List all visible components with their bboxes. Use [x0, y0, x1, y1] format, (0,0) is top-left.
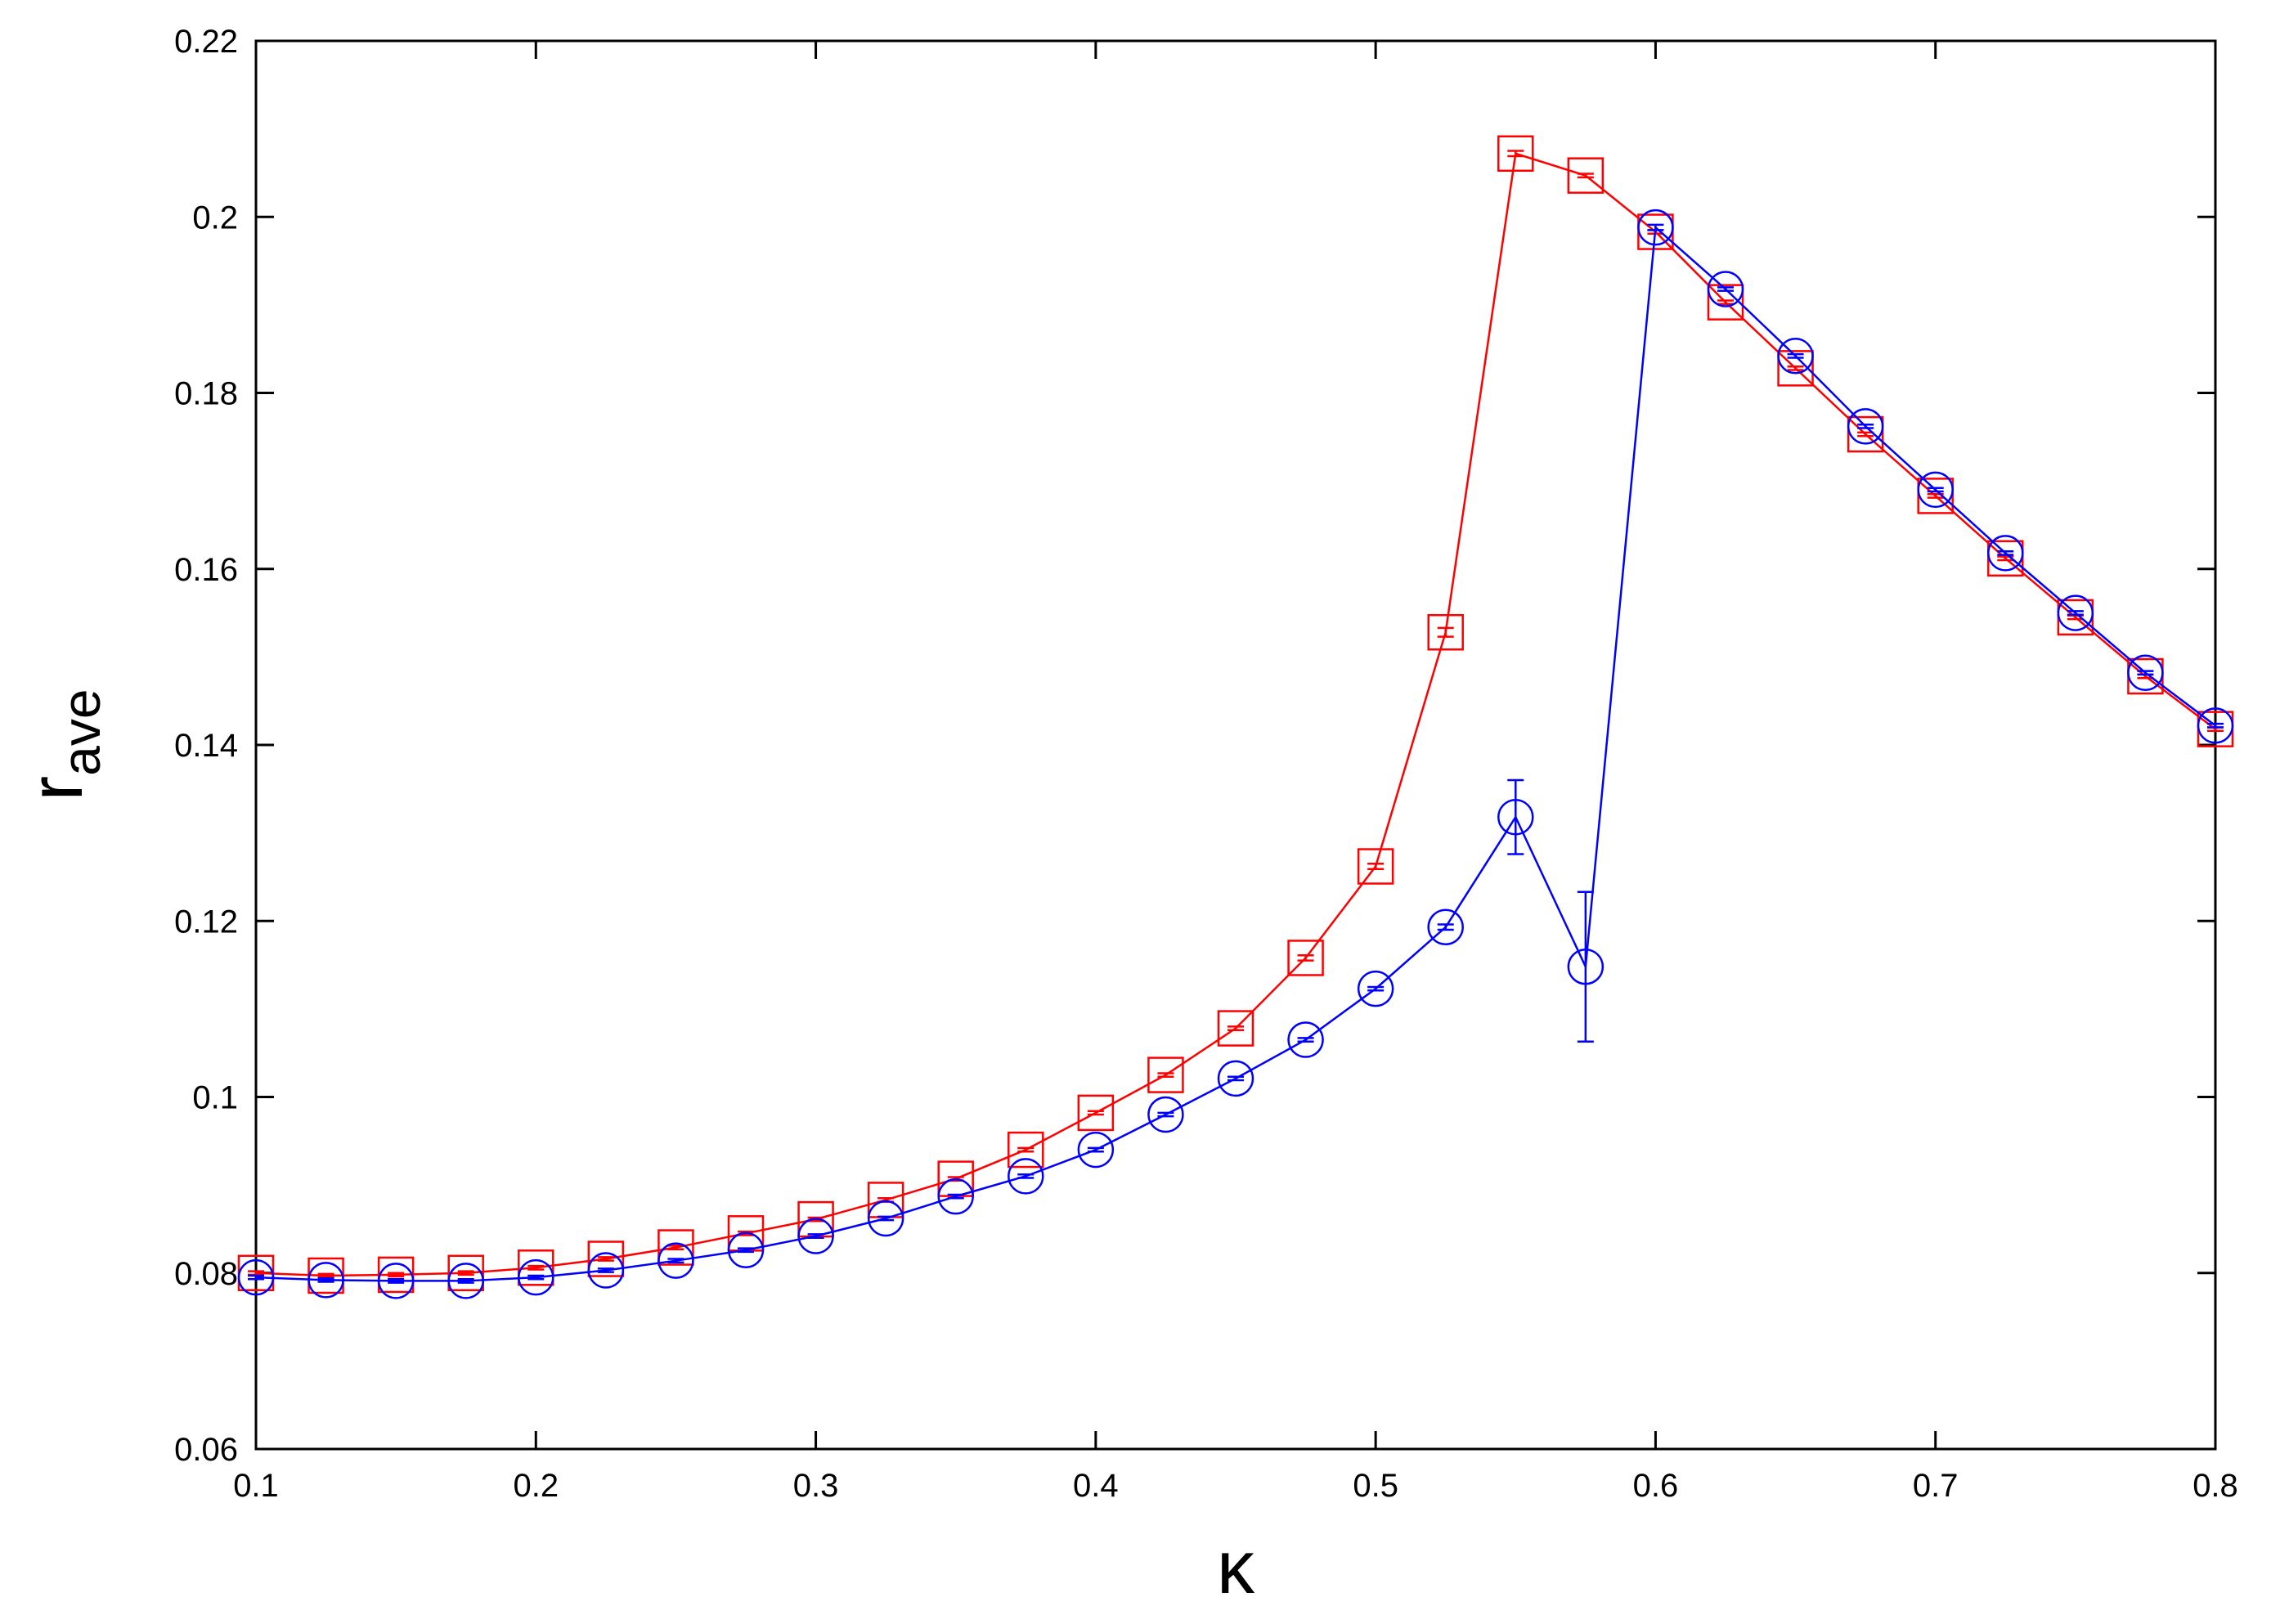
data-point-square — [1427, 613, 1464, 651]
y-axis-title-sub: ave — [51, 689, 111, 775]
x-tick-label: 0.3 — [793, 1468, 839, 1504]
series-layer — [237, 135, 2234, 1299]
y-tick-label: 0.06 — [174, 1432, 238, 1468]
data-point-circle — [937, 1178, 974, 1215]
data-point-circle — [1147, 1096, 1184, 1133]
data-point-circle — [377, 1263, 415, 1299]
y-axis: 0.06 0.08 0.1 0.12 0.14 0.16 0.18 0.2 0.22 — [174, 24, 2215, 1468]
x-tick-label: 0.7 — [1913, 1468, 1959, 1504]
plot-area — [254, 39, 2217, 1451]
y-axis-title: rave — [15, 689, 111, 801]
data-point-circle — [518, 1258, 554, 1296]
data-point-square — [1847, 415, 1884, 453]
data-point-circle — [1077, 1131, 1115, 1169]
data-point-circle — [2057, 594, 2094, 631]
data-point-square — [1707, 284, 1744, 321]
x-axis-title: κ — [1217, 1526, 1255, 1609]
data-point-circle — [307, 1262, 344, 1299]
y-axis-title-main: r — [15, 776, 98, 801]
data-point-circle — [1567, 948, 1605, 985]
y-tick-label: 0.1 — [192, 1080, 238, 1116]
series-square — [237, 135, 2234, 1294]
series-circle — [237, 209, 2234, 1299]
y-tick-label: 0.12 — [174, 904, 238, 940]
data-point-circle — [1987, 535, 2024, 572]
x-tick-label: 0.6 — [1633, 1468, 1679, 1504]
data-point-square — [1917, 478, 1954, 514]
x-tick-label: 0.8 — [2192, 1468, 2238, 1504]
x-tick-label: 0.1 — [233, 1468, 279, 1504]
data-point-circle — [1497, 799, 1534, 836]
x-tick-label: 0.4 — [1073, 1468, 1119, 1504]
data-point-circle — [1777, 338, 1814, 375]
data-point-square — [447, 1254, 484, 1291]
data-point-circle — [447, 1263, 484, 1299]
data-point-circle — [587, 1252, 625, 1289]
series-line — [255, 225, 2216, 1282]
plot-frame — [254, 39, 2217, 1451]
data-point-circle — [658, 1242, 694, 1279]
data-point-square — [1147, 1056, 1184, 1093]
data-point-square — [1077, 1094, 1115, 1132]
y-tick-label: 0.22 — [174, 24, 238, 60]
data-point-circle — [1637, 209, 1674, 246]
data-point-circle — [727, 1231, 765, 1269]
x-axis: 0.1 0.2 0.3 0.4 0.5 0.6 0.7 0.8 — [233, 41, 2238, 1504]
data-point-circle — [1707, 271, 1744, 307]
data-point-circle — [1217, 1060, 1254, 1097]
data-point-square — [658, 1229, 694, 1266]
y-tick-label: 0.08 — [174, 1256, 238, 1292]
data-point-circle — [1427, 908, 1464, 946]
data-point-circle — [867, 1200, 904, 1237]
data-point-square — [518, 1249, 554, 1286]
data-point-circle — [2127, 654, 2164, 691]
data-point-circle — [1917, 471, 1954, 509]
data-point-circle — [237, 1258, 275, 1296]
y-tick-label: 0.2 — [192, 200, 238, 236]
y-tick-label: 0.16 — [174, 552, 238, 588]
x-tick-label: 0.2 — [513, 1468, 559, 1504]
data-point-circle — [2197, 707, 2234, 744]
y-tick-label: 0.14 — [174, 728, 238, 764]
data-point-square — [1287, 940, 1324, 976]
data-point-square — [1497, 135, 1534, 173]
series-line — [255, 152, 2216, 1277]
data-point-square — [1217, 1010, 1254, 1047]
data-point-square — [587, 1240, 625, 1277]
data-point-circle — [1008, 1158, 1044, 1195]
data-point-square — [1008, 1131, 1044, 1169]
data-point-square — [1777, 350, 1814, 387]
y-tick-label: 0.18 — [174, 376, 238, 412]
data-point-circle — [1287, 1021, 1324, 1058]
data-point-square — [1357, 848, 1394, 885]
data-point-square — [377, 1256, 415, 1294]
data-point-circle — [1847, 408, 1884, 445]
data-point-circle — [797, 1218, 834, 1254]
data-point-circle — [1357, 970, 1394, 1007]
data-point-square — [1567, 157, 1605, 194]
x-tick-label: 0.5 — [1353, 1468, 1398, 1504]
